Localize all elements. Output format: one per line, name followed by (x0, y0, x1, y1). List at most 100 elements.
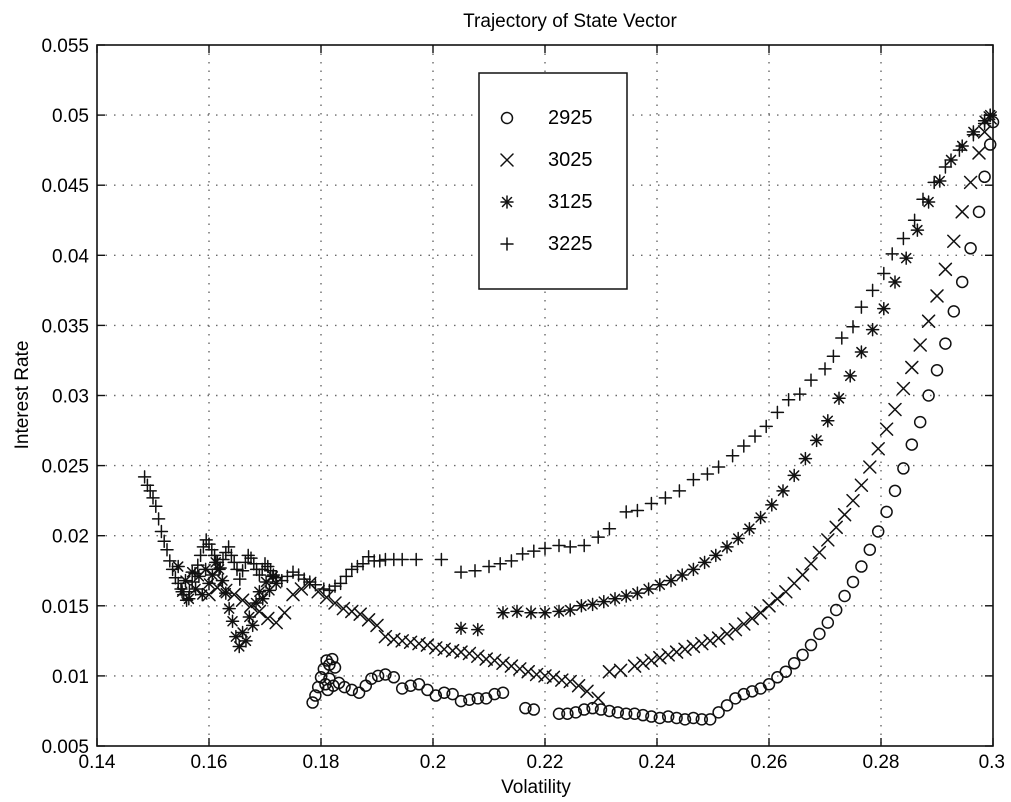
data-point-2925 (653, 711, 667, 725)
data-point-3225 (804, 373, 818, 387)
data-point-2925 (552, 707, 566, 721)
data-point-3025 (695, 636, 709, 651)
data-point-2925 (871, 525, 885, 538)
data-point-3125 (776, 484, 790, 498)
y-tick-label: 0.025 (41, 457, 89, 478)
data-point-3025 (235, 593, 250, 607)
data-point-2925 (611, 706, 625, 719)
data-point-3225 (143, 484, 157, 498)
data-point-3125 (538, 606, 552, 620)
y-tick-label: 0.035 (41, 316, 89, 337)
data-point-3025 (770, 592, 785, 606)
data-point-3225 (188, 566, 202, 581)
data-point-3225 (854, 300, 869, 314)
data-point-3225 (644, 496, 659, 511)
data-point-3025 (686, 639, 701, 654)
x-axis-label: Volatility (501, 777, 571, 798)
data-point-3125 (188, 582, 203, 596)
data-point-3125 (630, 586, 645, 600)
data-point-2925 (703, 713, 717, 726)
data-point-3025 (669, 645, 684, 659)
data-point-3225 (297, 572, 311, 586)
data-point-3225 (818, 362, 832, 376)
data-point-3025 (437, 642, 451, 657)
data-point-3125 (563, 603, 577, 617)
data-point-2925 (395, 682, 409, 695)
data-point-2925 (636, 708, 650, 722)
data-point-3025 (227, 587, 241, 602)
data-point-3125 (171, 559, 185, 574)
data-point-3025 (644, 653, 659, 668)
data-point-3225 (303, 575, 317, 589)
data-point-2925 (972, 205, 986, 219)
y-tick-label: 0.005 (41, 737, 89, 758)
data-point-3225 (182, 585, 197, 599)
data-point-3125 (619, 589, 633, 603)
data-point-3225 (737, 439, 751, 453)
data-point-2925 (496, 686, 510, 699)
data-point-3025 (905, 360, 919, 375)
data-point-2925 (471, 692, 485, 705)
data-point-2925 (561, 707, 574, 721)
data-point-3225 (185, 575, 199, 589)
data-point-3225 (672, 484, 687, 498)
data-point-2925 (338, 680, 351, 694)
data-point-3225 (927, 175, 941, 190)
data-point-2925 (947, 305, 961, 318)
data-point-3025 (412, 636, 426, 651)
data-point-3125 (944, 153, 958, 167)
data-point-3125 (219, 586, 233, 600)
data-point-3025 (529, 667, 544, 682)
data-point-2925 (813, 627, 826, 641)
data-point-2925 (905, 438, 919, 451)
data-point-3025 (613, 663, 628, 678)
data-point-3025 (888, 402, 902, 417)
data-point-2925 (319, 678, 332, 691)
data-point-2925 (745, 685, 759, 698)
data-point-3025 (471, 649, 485, 664)
data-point-3025 (846, 493, 860, 508)
data-point-3025 (563, 674, 577, 689)
data-point-3125 (641, 582, 656, 596)
data-point-3225 (619, 505, 633, 519)
data-point-3025 (963, 175, 978, 190)
data-point-3225 (224, 548, 239, 563)
data-point-3225 (221, 540, 236, 554)
data-point-3025 (277, 606, 292, 620)
y-tick-label: 0.03 (52, 387, 89, 408)
data-point-3025 (378, 629, 393, 644)
data-point-3025 (812, 545, 827, 560)
data-point-3225 (468, 564, 482, 578)
data-point-3025 (462, 646, 477, 661)
data-point-3125 (910, 223, 925, 237)
data-point-2925 (913, 415, 927, 429)
data-point-3225 (835, 331, 849, 345)
data-point-3025 (879, 422, 894, 436)
data-point-3225 (748, 429, 762, 443)
data-point-3225 (630, 503, 645, 518)
data-point-2925 (569, 706, 583, 719)
data-point-2925 (527, 703, 541, 716)
data-point-3025 (762, 599, 776, 613)
data-point-3025 (930, 289, 944, 303)
data-point-3025 (387, 632, 401, 647)
data-point-3025 (602, 664, 617, 679)
data-point-3125 (877, 301, 891, 316)
data-point-3025 (737, 617, 751, 631)
data-point-3025 (837, 507, 852, 522)
data-point-2925 (687, 711, 700, 725)
data-point-2925 (888, 484, 902, 498)
data-point-3125 (798, 451, 813, 466)
data-point-3225 (952, 143, 967, 157)
data-point-3225 (686, 472, 701, 487)
data-point-2925 (930, 364, 944, 377)
data-point-3125 (921, 195, 936, 209)
data-point-3225 (552, 538, 566, 553)
data-point-3025 (496, 656, 510, 671)
data-point-3225 (154, 524, 169, 539)
data-point-3225 (216, 552, 230, 567)
data-point-3025 (345, 604, 359, 619)
data-point-3225 (227, 555, 241, 570)
data-point-2925 (978, 170, 991, 184)
data-point-3225 (140, 478, 155, 492)
